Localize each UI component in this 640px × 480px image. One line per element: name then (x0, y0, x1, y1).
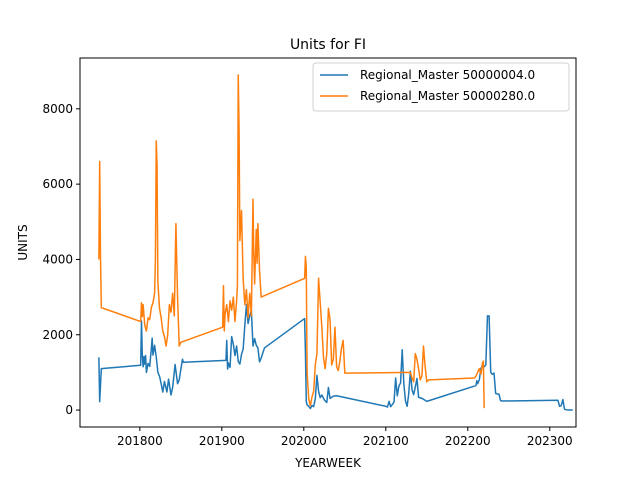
legend-box (312, 62, 570, 112)
x-axis-label: YEARWEEK (294, 456, 362, 470)
x-axis: 201800 201900 202000 202100 202200 202300 (117, 427, 573, 448)
series-line-2 (98, 74, 485, 409)
plot-area-frame (79, 57, 577, 428)
legend-label-1: Regional_Master 50000004.0 (360, 68, 535, 82)
y-tick-label: 0 (65, 403, 73, 417)
x-tick-label: 201800 (117, 434, 163, 448)
legend: Regional_Master 50000004.0 Regional_Maste… (312, 62, 570, 112)
x-tick-label: 202200 (445, 434, 491, 448)
y-tick-label: 6000 (42, 177, 73, 191)
y-tick-label: 8000 (42, 102, 73, 116)
y-tick-label: 2000 (42, 328, 73, 342)
legend-label-2: Regional_Master 50000280.0 (360, 89, 535, 103)
chart-title: Units for FI (290, 37, 366, 53)
x-tick-label: 202000 (281, 434, 327, 448)
x-tick-label: 201900 (199, 434, 245, 448)
x-tick-label: 202100 (363, 434, 409, 448)
series-line-1 (98, 303, 573, 411)
x-tick-label: 202300 (527, 434, 573, 448)
y-tick-label: 4000 (42, 252, 73, 266)
y-axis-label: UNITS (16, 224, 30, 260)
y-axis: 0 2000 4000 6000 8000 (42, 102, 80, 417)
